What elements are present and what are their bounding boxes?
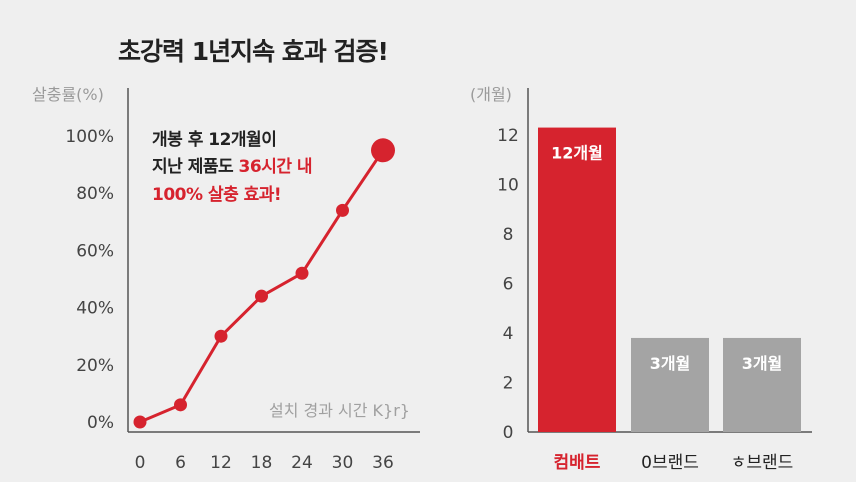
bar-combat: [538, 127, 616, 432]
line-point: [336, 203, 349, 217]
line-chart-y-tick: 0%: [87, 413, 114, 433]
line-point: [174, 398, 187, 412]
line-point: [295, 266, 309, 280]
bar-chart-y-tick: 8: [503, 225, 514, 245]
callout-line-1: 개봉 후 12개월이: [152, 129, 276, 150]
bar-chart-y-tick: 4: [503, 324, 514, 344]
line-chart-y-tick: 40%: [76, 299, 114, 319]
bar-value-label: 3개월: [742, 354, 783, 373]
bar-value-label: 3개월: [650, 354, 691, 373]
line-chart-x-tick: 36: [372, 453, 394, 473]
bar-competitor: [723, 337, 801, 432]
bar-chart-y-unit: (개월): [470, 85, 512, 104]
bar-chart-y-tick: 2: [503, 374, 514, 394]
line-chart-y-tick: 20%: [76, 356, 114, 376]
line-chart-x-tick: 18: [251, 453, 273, 473]
line-chart-x-tick: 30: [332, 453, 354, 473]
line-chart-x-tick: 24: [291, 453, 313, 473]
bar-category-label: 0브랜드: [641, 453, 699, 473]
line-chart-x-unit: 설치 경과 시간 K}r}: [269, 401, 410, 420]
callout-line-3: 100% 살충 효과!: [152, 185, 281, 205]
line-chart-y-tick: 60%: [76, 241, 114, 261]
bar-category-label: ㅎ브랜드: [731, 453, 794, 473]
line-chart-y-tick: 80%: [76, 184, 114, 204]
bar-chart-y-tick: 6: [503, 275, 514, 295]
line-chart-x-tick: 0: [135, 453, 146, 473]
line-point-final: [371, 138, 395, 163]
bar-chart-y-tick: 10: [497, 176, 519, 196]
line-point: [255, 289, 268, 303]
line-chart-y-tick: 100%: [65, 127, 114, 147]
callout-line-2: 지난 제품도 36시간 내: [152, 157, 312, 177]
line-point: [133, 415, 147, 429]
callout-line-2-plain: 지난 제품도: [152, 157, 239, 177]
line-chart-y-unit: 살충률(%): [32, 85, 104, 104]
page-title: 초강력 1년지속 효과 검증!: [118, 37, 389, 66]
line-chart-x-tick: 6: [175, 453, 186, 473]
callout-line-2-highlight: 36시간 내: [239, 157, 313, 177]
bar-chart-y-tick: 12: [497, 126, 519, 146]
bar-value-label: 12개월: [551, 144, 603, 163]
bar-category-label: 컴배트: [554, 452, 601, 473]
bar-competitor: [631, 337, 709, 432]
line-chart-x-tick: 12: [210, 453, 232, 473]
line-point: [214, 329, 228, 343]
bar-chart-y-tick: 0: [503, 423, 514, 443]
